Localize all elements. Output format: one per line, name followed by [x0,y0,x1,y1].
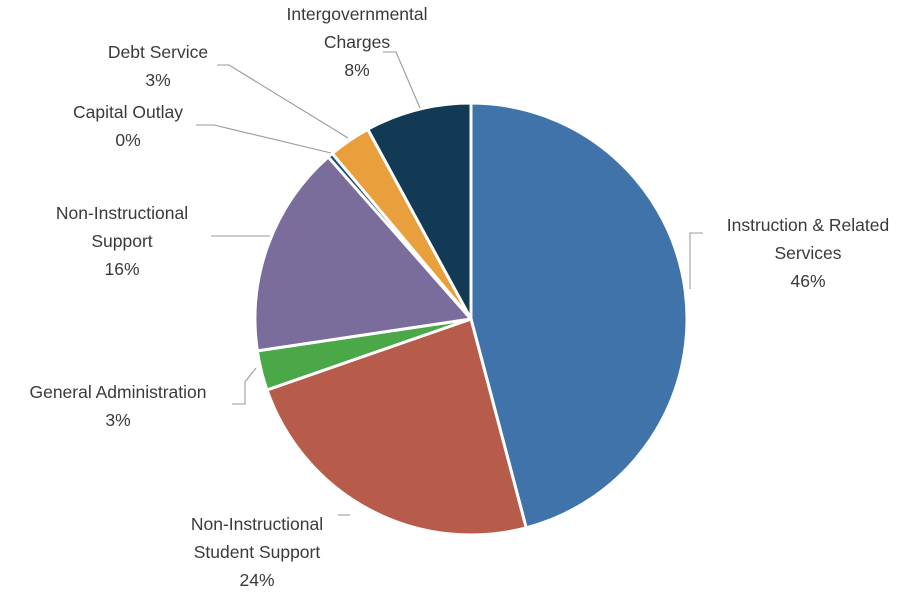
pie-slice-intergovernmental-charges [366,101,473,321]
data-label-general-administration: General Administration 3% [29,382,206,430]
data-label-text: Non-Instructional [56,203,188,223]
pie-slices [253,101,689,537]
data-label-text: Intergovernmental [286,4,427,24]
leader-line-general-administration [232,367,257,405]
data-label-percent: 3% [105,410,130,430]
data-label-debt-service: Debt Service 3% [108,42,208,90]
leader-line-intergovernmental-charges [383,51,421,109]
data-label-percent: 0% [115,130,140,150]
data-label-text: Services [774,243,841,263]
data-label-percent: 46% [790,271,825,291]
data-label-percent: 3% [145,70,170,90]
data-label-capital-outlay: Capital Outlay 0% [73,102,183,150]
data-label-text: Charges [324,32,390,52]
data-label-percent: 16% [104,259,139,279]
data-label-text: Instruction & Related [727,215,889,235]
leader-line-instruction-and-related-services [689,232,703,289]
pie-slice-non-instructional-student-support [265,317,528,537]
leader-line-capital-outlay [196,124,332,154]
data-label-non-instructional-student-support: Non-Instructional Student Support 24% [191,514,323,590]
pie-slice-non-instructional-support [253,155,473,353]
data-label-text: General Administration [29,382,206,402]
data-label-percent: 24% [239,570,274,590]
data-label-text: Student Support [194,542,321,562]
data-label-instruction-and-related-services: Instruction & Related Services 46% [727,215,889,291]
pie-slice-instruction-and-related-services [469,101,689,530]
data-labels: Instruction & Related Services 46% Non-Inst… [29,4,889,590]
leader-line-debt-service [217,64,349,139]
data-label-non-instructional-support: Non-Instructional Support 16% [56,203,188,279]
data-label-percent: 8% [344,60,369,80]
data-label-text: Support [91,231,152,251]
data-label-text: Non-Instructional [191,514,323,534]
data-label-intergovernmental-charges: Intergovernmental Charges 8% [286,4,427,80]
data-label-text: Capital Outlay [73,102,183,122]
data-label-text: Debt Service [108,42,208,62]
